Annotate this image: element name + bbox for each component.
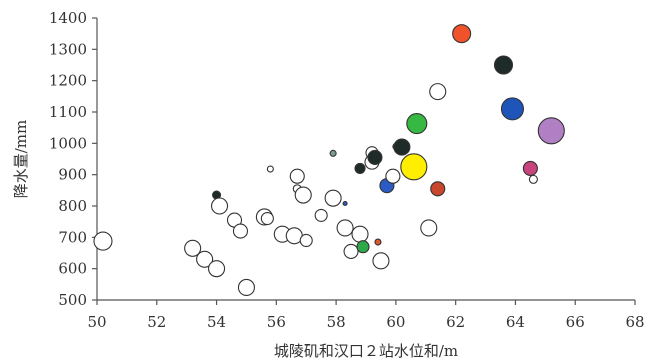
y-axis-title: 降水量/mm <box>12 120 30 199</box>
data-point <box>393 138 411 156</box>
y-tick-label: 500 <box>58 291 87 309</box>
y-tick-label: 800 <box>58 197 87 215</box>
data-points <box>93 24 565 297</box>
x-tick-label: 56 <box>267 313 286 331</box>
data-point <box>537 117 565 145</box>
data-point <box>452 24 472 44</box>
data-point <box>528 174 538 184</box>
data-point <box>237 278 255 297</box>
x-tick-label: 50 <box>87 313 106 331</box>
data-point <box>299 233 313 248</box>
y-tick-label: 600 <box>58 260 87 278</box>
data-point <box>354 162 366 174</box>
data-point <box>493 55 514 75</box>
y-tick-label: 1000 <box>49 134 87 152</box>
data-point <box>336 219 354 237</box>
data-point <box>266 165 274 173</box>
y-tick-label: 1200 <box>49 72 87 90</box>
data-point <box>406 113 428 135</box>
data-point <box>430 181 446 197</box>
data-point <box>522 160 538 176</box>
data-point <box>374 238 382 246</box>
data-point <box>500 97 525 121</box>
x-axis-title: 城陵矶和汉口２站水位和/m <box>274 342 458 360</box>
data-point <box>356 240 370 254</box>
data-point <box>324 189 342 207</box>
y-tick-label: 1100 <box>49 103 87 121</box>
data-point <box>367 149 383 165</box>
data-point <box>294 186 312 204</box>
x-tick-label: 62 <box>446 313 465 331</box>
x-tick-label: 52 <box>147 313 166 331</box>
x-tick-label: 66 <box>566 313 585 331</box>
data-point <box>184 239 202 257</box>
data-point <box>343 243 359 259</box>
x-tick-label: 58 <box>327 313 346 331</box>
x-tick-label: 54 <box>207 313 226 331</box>
y-tick-label: 1300 <box>49 40 87 58</box>
y-axis-ticks: 500 600 700 800 900 1000 1100 1200 1300 1400 <box>49 9 97 309</box>
data-point <box>385 168 401 184</box>
data-point <box>420 219 438 237</box>
y-tick-label: 1400 <box>49 9 87 27</box>
axes <box>96 18 635 301</box>
data-point <box>400 153 428 181</box>
y-tick-label: 900 <box>58 166 87 184</box>
data-point <box>429 83 447 101</box>
x-axis-ticks: 50 52 54 56 58 60 62 64 66 68 <box>87 300 645 331</box>
data-point <box>351 225 369 243</box>
data-point <box>210 197 229 215</box>
data-point <box>232 223 249 239</box>
data-point <box>196 250 214 268</box>
x-tick-label: 64 <box>506 313 525 331</box>
data-point <box>93 231 113 251</box>
data-point <box>260 211 274 226</box>
data-point <box>314 208 328 222</box>
data-point <box>329 149 337 157</box>
data-point <box>372 252 390 270</box>
data-point <box>289 168 305 184</box>
data-point <box>342 200 348 207</box>
x-tick-label: 68 <box>625 313 644 331</box>
data-point <box>208 260 226 278</box>
x-tick-label: 60 <box>386 313 405 331</box>
y-tick-label: 700 <box>58 228 87 246</box>
